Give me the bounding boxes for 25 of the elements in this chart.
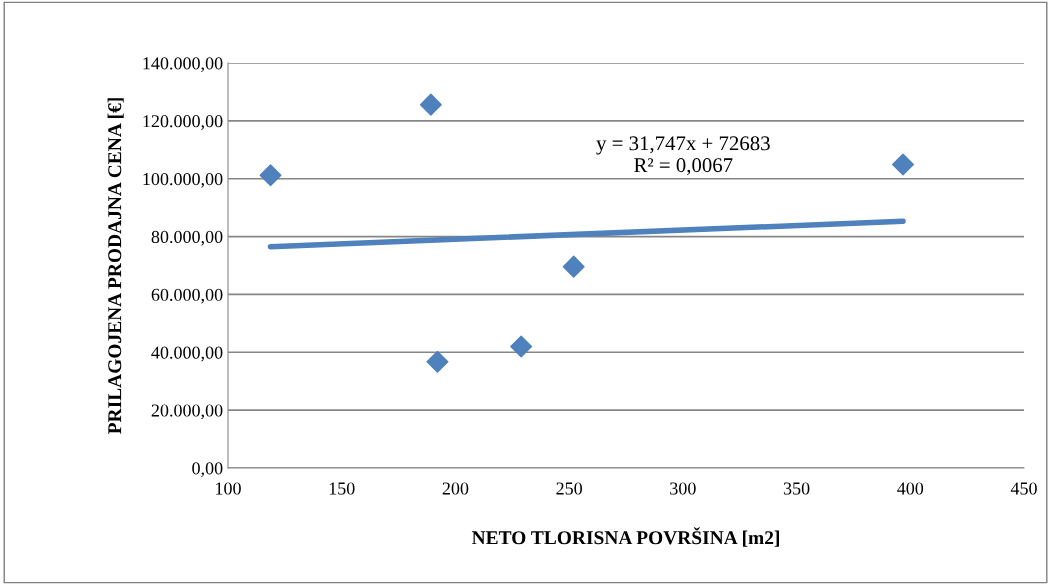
y-tick-label: 140.000,00	[143, 57, 223, 73]
point	[259, 164, 282, 187]
point	[510, 335, 533, 358]
x-tick-label: 250	[556, 482, 582, 495]
x-tick-label: 450	[1010, 482, 1037, 495]
x-axis-title: NETO TLORISNA POVRŠINA [m2]	[471, 527, 779, 547]
y-tick-label: 0,00	[192, 462, 223, 478]
y-tick-label: 80.000,00	[151, 230, 223, 246]
point	[426, 350, 449, 373]
point	[419, 93, 442, 116]
x-tick-label: 150	[329, 482, 355, 495]
x-tick-label: 200	[442, 482, 469, 495]
y-tick-label: 60.000,00	[151, 288, 223, 304]
x-tick-label: 300	[670, 482, 696, 495]
x-tick-label: 400	[897, 482, 924, 495]
x-tick-label: 350	[783, 482, 810, 495]
y-tick-label: 100.000,00	[143, 172, 223, 188]
y-tick-label: 40.000,00	[151, 346, 223, 362]
y-tick-label: 20.000,00	[151, 404, 223, 420]
x-tick-label: 100	[216, 482, 241, 495]
point	[562, 255, 585, 278]
annotation: y = 31,747x + 72683 R² = 0,0067	[596, 136, 770, 176]
point	[892, 153, 915, 176]
y-tick-label: 120.000,00	[143, 115, 223, 130]
y-axis-title: PRILAGOJENA PRODAJNA CENA [€]	[107, 98, 124, 434]
